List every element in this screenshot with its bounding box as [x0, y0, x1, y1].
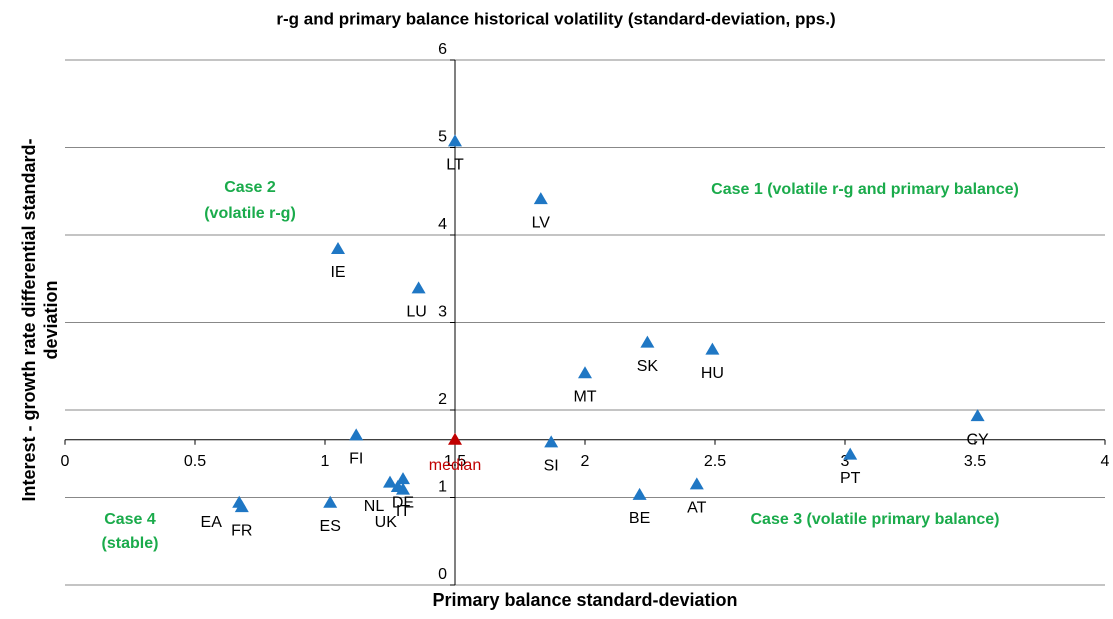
point	[843, 447, 858, 460]
point-label: DE	[392, 494, 414, 511]
point-label: SK	[637, 358, 659, 375]
point-label: UK	[375, 514, 398, 531]
y-tick-label: 4	[438, 216, 447, 233]
y-axis-title: Interest - growth rate differential stan…	[19, 138, 61, 501]
y-tick-label: 6	[438, 41, 447, 58]
point	[533, 192, 548, 205]
annotation: Case 2	[224, 179, 276, 196]
x-tick-label: 2	[581, 453, 590, 470]
y-tick-label: 1	[438, 479, 447, 496]
point-label: IE	[330, 264, 345, 281]
point	[970, 409, 985, 422]
y-tick-label: 5	[438, 129, 447, 146]
point	[448, 134, 462, 147]
point-label: IT	[396, 503, 410, 520]
point	[705, 342, 720, 355]
point	[396, 472, 410, 485]
x-axis-title: Primary balance standard-deviation	[432, 590, 737, 610]
point-label: FI	[349, 451, 363, 468]
annotation: Case 3 (volatile primary balance)	[751, 511, 1000, 528]
chart-title: r-g and primary balance historical volat…	[276, 9, 835, 28]
point-label: LU	[406, 304, 426, 321]
x-tick-label: 3	[841, 453, 850, 470]
point	[578, 366, 592, 379]
annotation: Case 4	[104, 511, 156, 528]
point-label: PT	[840, 470, 861, 487]
point-label: FR	[231, 522, 252, 539]
y-tick-label: 0	[438, 566, 447, 583]
x-tick-label: 0	[61, 453, 70, 470]
point	[383, 475, 397, 488]
annotation: (volatile r-g)	[204, 205, 296, 222]
point-label: LV	[532, 214, 551, 231]
x-tick-label: 4	[1101, 453, 1110, 470]
point-label: BE	[629, 510, 650, 527]
point-label: NL	[364, 498, 385, 515]
y-axis-title-line: Interest - growth rate differential stan…	[19, 138, 39, 501]
point	[544, 435, 559, 448]
point	[331, 242, 345, 254]
point	[234, 500, 249, 513]
x-tick-label: 1	[321, 453, 330, 470]
point-label: SI	[544, 458, 559, 475]
annotation: Case 1 (volatile r-g and primary balance…	[711, 181, 1019, 198]
point	[390, 480, 405, 492]
point	[689, 477, 704, 490]
y-axis-title-line: deviation	[41, 280, 61, 359]
x-tick-label: 2.5	[704, 453, 726, 470]
point	[323, 495, 338, 508]
point	[448, 432, 462, 445]
annotation: (stable)	[102, 535, 159, 552]
x-tick-label: 0.5	[184, 453, 206, 470]
point-label: LT	[446, 157, 464, 174]
point-label: EA	[201, 514, 223, 531]
point	[640, 335, 655, 348]
point-label: HU	[701, 365, 724, 382]
y-tick-label: 2	[438, 391, 447, 408]
point	[349, 428, 364, 441]
point-label: CY	[966, 431, 989, 448]
median-label: median	[429, 457, 481, 474]
point	[411, 281, 426, 294]
x-tick-label: 3.5	[964, 453, 986, 470]
point-label: AT	[687, 500, 706, 517]
point	[632, 487, 647, 500]
y-tick-label: 3	[438, 304, 447, 321]
point-label: MT	[573, 388, 596, 405]
point-label: ES	[320, 518, 341, 535]
x-tick-label: 1.5	[444, 453, 466, 470]
